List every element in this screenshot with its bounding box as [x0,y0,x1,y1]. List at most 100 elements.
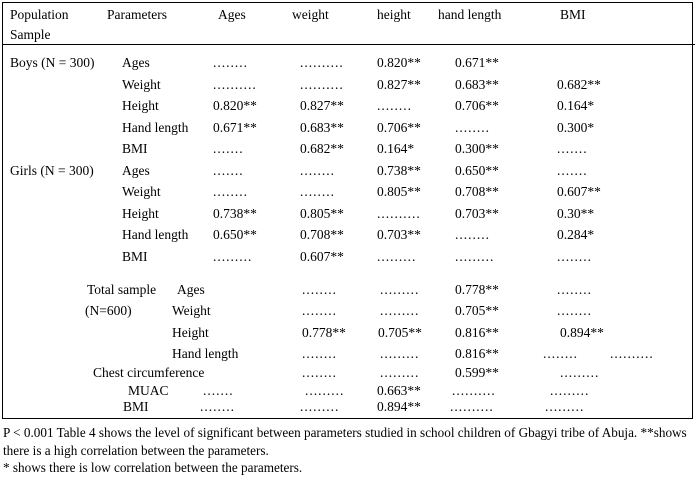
dots: ........ [300,163,335,178]
dots: ......... [380,365,420,380]
cell-value: 0.164* [377,141,415,156]
row-label: Ages [177,282,205,297]
cell-value: 0.30** [557,206,595,221]
cell-value: 0.705** [455,303,499,318]
column-header: weight [292,7,329,22]
dots: ........ [300,184,335,199]
row-label: Hand length [122,120,189,135]
cell-value: 0.820** [377,55,421,70]
row-label: Hand length [172,346,239,361]
dots: ......... [305,383,345,398]
group-label: Girls (N = 300) [10,163,94,178]
dots: ......... [545,399,585,414]
dots: .......... [300,77,344,92]
cell-value: 0.650** [455,163,499,178]
dots: ....... [203,383,234,398]
cell-value: 0.703** [377,227,421,242]
dots: ....... [213,141,244,156]
cell-value: 0.682** [557,77,601,92]
column-header: Sample [10,27,51,42]
dots: ......... [300,399,340,414]
group-label: Boys (N = 300) [10,55,95,70]
group-label: (N=600) [85,303,132,318]
cell-value: 0.682** [300,141,344,156]
row-label: Weight [122,77,161,92]
dots: ........ [543,346,578,361]
cell-value: 0.778** [455,282,499,297]
cell-value: 0.284* [557,227,595,242]
cell-value: 0.650** [213,227,257,242]
row-label: Height [122,98,159,113]
cell-value: 0.816** [455,325,499,340]
dots: ........ [200,399,235,414]
dots: ........ [302,303,337,318]
dots: ........ [302,346,337,361]
dots: ........ [213,184,248,199]
row-label: Height [172,325,209,340]
cell-value: 0.708** [455,184,499,199]
dots: .......... [300,55,344,70]
column-header: BMI [560,7,586,22]
dots: ........ [302,365,337,380]
dots: ....... [557,141,588,156]
cell-value: 0.671** [455,55,499,70]
dots: ........ [557,282,592,297]
cell-value: 0.894** [377,399,421,414]
cell-value: 0.164* [557,98,595,113]
cell-value: 0.708** [300,227,344,242]
cell-value: 0.705** [378,325,422,340]
dots: ......... [560,365,600,380]
row-label: Height [122,206,159,221]
cell-value: 0.706** [455,98,499,113]
row-label: Ages [122,163,150,178]
cell-value: 0.300* [557,120,595,135]
cell-value: 0.671** [213,120,257,135]
dots: ........ [377,98,412,113]
dots: ......... [380,282,420,297]
dots: .......... [377,206,421,221]
cell-value: 0.738** [377,163,421,178]
dots: ........ [455,227,490,242]
cell-value: 0.706** [377,120,421,135]
dots: ......... [455,249,495,264]
row-label: Weight [172,303,211,318]
dots: ........ [213,55,248,70]
cell-value: 0.663** [377,383,421,398]
header-divider [2,44,695,45]
cell-value: 0.607** [557,184,601,199]
dots: .......... [452,383,496,398]
row-label: BMI [122,249,148,264]
row-label: Chest circumference [93,365,205,380]
dots: ........ [302,282,337,297]
footnote-line-1: P < 0.001 Table 4 shows the level of sig… [3,425,687,458]
correlation-table: Population Parameters Ages weight height hand… [10,7,654,414]
cell-value: 0.683** [300,120,344,135]
row-label: Ages [122,55,150,70]
cell-value: 0.827** [300,98,344,113]
dots: ....... [557,163,588,178]
dots: ......... [550,383,590,398]
cell-value: 0.300** [455,141,499,156]
cell-value: 0.827** [377,77,421,92]
dots: ......... [213,249,253,264]
dots: .......... [450,399,494,414]
cell-value: 0.805** [377,184,421,199]
group-label: Total sample [87,282,157,297]
row-label: Hand length [122,227,189,242]
cell-value: 0.607** [300,249,344,264]
cell-value: 0.778** [302,325,346,340]
row-label: BMI [122,141,148,156]
cell-value: 0.820** [213,98,257,113]
table-footnote: P < 0.001 Table 4 shows the level of sig… [3,424,696,477]
column-header: Ages [218,7,246,22]
dots: .......... [213,77,257,92]
dots: .......... [610,346,654,361]
cell-value: 0.703** [455,206,499,221]
cell-value: 0.738** [213,206,257,221]
cell-value: 0.599** [455,365,499,380]
row-label: Weight [122,184,161,199]
dots: ......... [377,249,417,264]
dots: ........ [455,120,490,135]
row-label: MUAC [128,383,169,398]
cell-value: 0.894** [560,325,604,340]
